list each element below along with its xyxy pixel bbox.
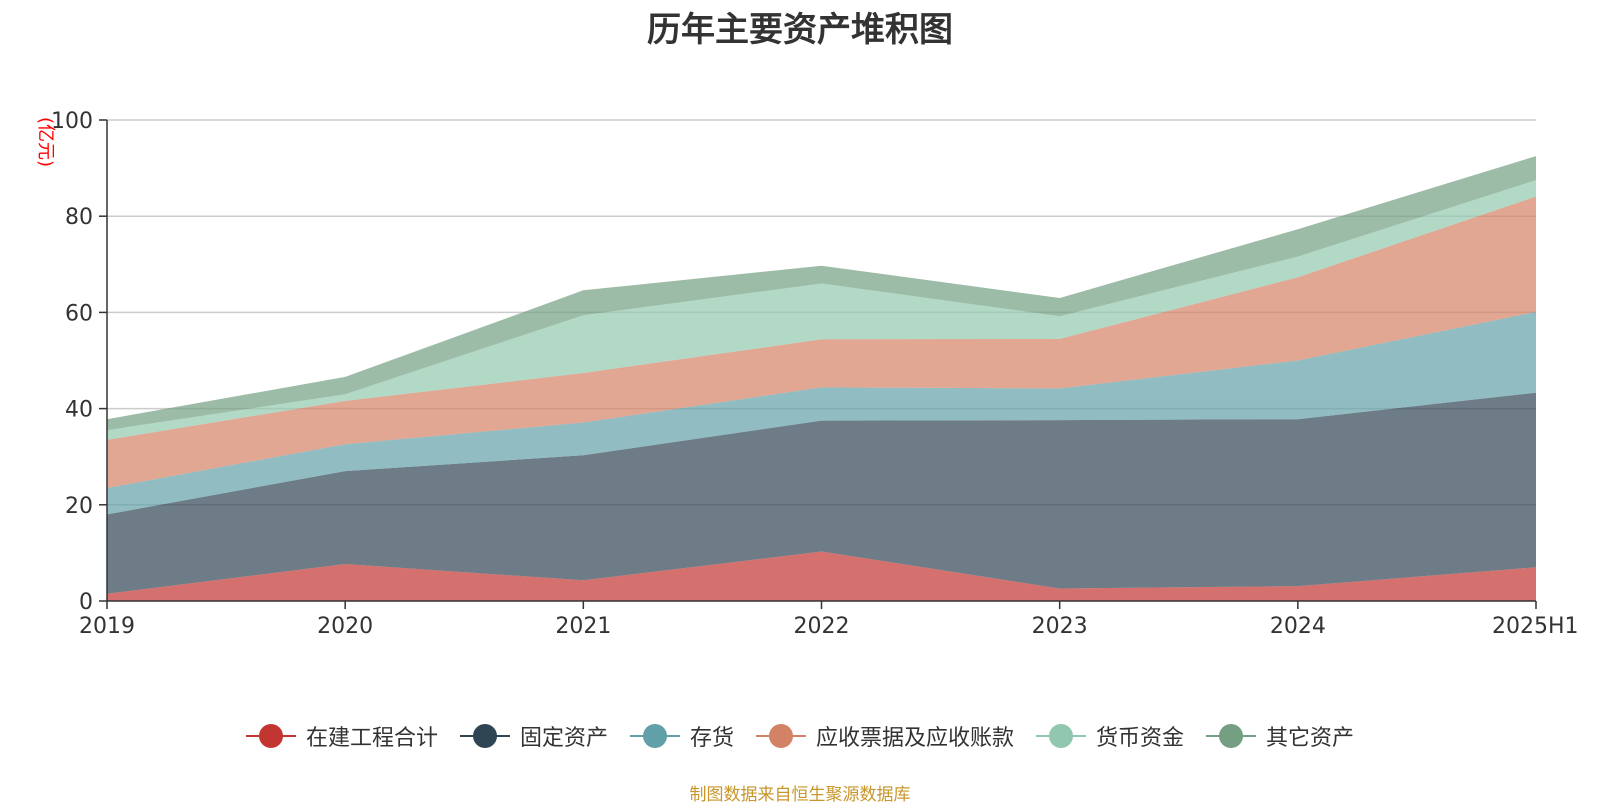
legend-label: 货币资金 xyxy=(1096,726,1185,751)
area-series xyxy=(107,551,1536,601)
axis-layer: 0 20 40 60 80 100 2019 2020 2021 2022 2023 2024 2025… xyxy=(51,109,1579,639)
y-tick-label: 0 xyxy=(79,590,93,615)
area-series xyxy=(107,392,1536,594)
legend-item[interactable]: 货币资金 xyxy=(1036,720,1184,752)
legend-marker-icon xyxy=(1206,724,1257,748)
y-tick-label: 100 xyxy=(51,109,93,134)
area-series xyxy=(107,196,1536,488)
legend-marker-icon xyxy=(756,724,806,748)
y-unit-label: (亿元) xyxy=(35,117,56,167)
x-tick-label: 2022 xyxy=(794,614,850,639)
legend-item[interactable]: 存货 xyxy=(629,720,734,752)
legend-item[interactable]: 固定资产 xyxy=(459,720,608,752)
legend-item[interactable]: 应收票据及应收账款 xyxy=(756,720,1014,752)
area-series xyxy=(107,156,1536,431)
legend-marker-icon xyxy=(1036,724,1087,748)
area-layer xyxy=(107,156,1536,601)
chart-title: 历年主要资产堆积图 xyxy=(647,10,953,50)
x-tick-label: 2024 xyxy=(1270,614,1326,639)
legend-marker-icon xyxy=(629,724,680,748)
legend-label: 存货 xyxy=(689,726,734,751)
x-tick-label: 2020 xyxy=(317,614,373,639)
x-tick-label: 2021 xyxy=(555,614,611,639)
area-series xyxy=(107,180,1536,440)
legend-marker-icon xyxy=(245,724,296,748)
area-series xyxy=(107,311,1536,515)
source-note: 制图数据来自恒生聚源数据库 xyxy=(689,785,911,805)
legend-marker-icon xyxy=(459,724,510,748)
legend-item[interactable]: 在建工程合计 xyxy=(245,720,438,752)
y-tick-label: 40 xyxy=(65,398,93,423)
legend-label: 应收票据及应收账款 xyxy=(816,726,1015,751)
legend-item[interactable]: 其它资产 xyxy=(1206,720,1354,752)
y-tick-label: 20 xyxy=(65,494,93,519)
y-tick-label: 60 xyxy=(65,301,93,326)
x-tick-label: 2023 xyxy=(1032,614,1088,639)
legend-label: 其它资产 xyxy=(1266,726,1355,751)
legend: 在建工程合计 固定资产 存货 应收票据及应收账款 货币资金 其它资产 xyxy=(0,718,1600,754)
y-tick-label: 80 xyxy=(65,205,93,230)
legend-label: 固定资产 xyxy=(519,726,608,751)
x-tick-label: 2019 xyxy=(79,614,135,639)
legend-label: 在建工程合计 xyxy=(305,726,438,751)
x-tick-label: 2025H1 xyxy=(1492,614,1579,639)
